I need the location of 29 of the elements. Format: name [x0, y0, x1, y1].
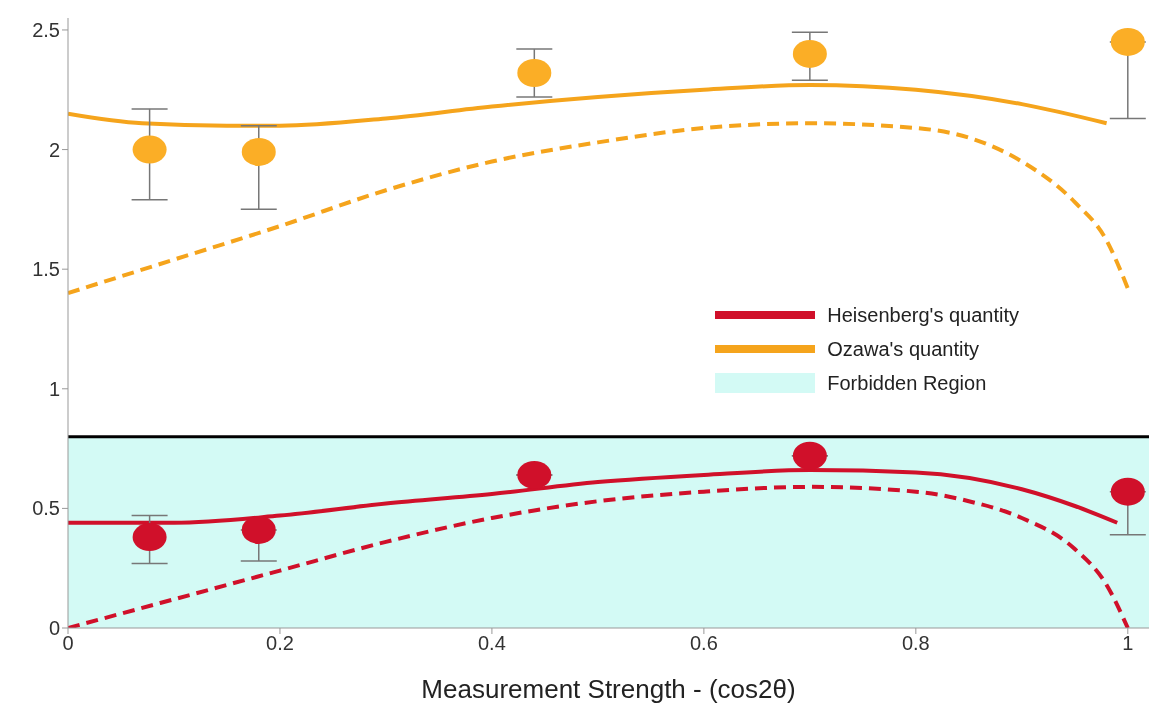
x-tick-label: 0.8	[901, 632, 930, 655]
point	[517, 460, 552, 489]
x-tick-label: 0	[62, 632, 74, 655]
legend-label: Heisenberg's quantity	[827, 303, 1019, 327]
point	[241, 137, 276, 166]
legend-label: Forbidden Region	[827, 371, 987, 395]
point	[792, 39, 827, 68]
x-tick-label: 0.6	[689, 632, 718, 655]
x-tick-label: 0.2	[266, 632, 294, 655]
y-tick-label: 2.5	[32, 19, 60, 42]
y-tick-label: 0	[48, 617, 60, 640]
point	[517, 59, 552, 88]
line-series	[68, 82, 1109, 128]
point	[241, 515, 276, 544]
point	[132, 523, 167, 552]
legend-label: Ozawa's quantity	[827, 337, 979, 361]
point	[1110, 27, 1145, 56]
x-tick-label: 1	[1122, 632, 1134, 655]
y-tick-label: 0.5	[32, 497, 60, 520]
line-series	[68, 121, 1130, 296]
line-series	[68, 484, 1130, 628]
point	[1110, 477, 1145, 506]
y-tick-label: 2	[48, 138, 60, 161]
point	[792, 441, 827, 470]
point	[132, 135, 167, 164]
x-axis-title: Measurement Strength - (cos2θ)	[421, 674, 796, 704]
y-tick-label: 1	[48, 377, 60, 400]
x-tick-label: 0.4	[478, 632, 506, 655]
y-tick-label: 1.5	[32, 258, 60, 281]
